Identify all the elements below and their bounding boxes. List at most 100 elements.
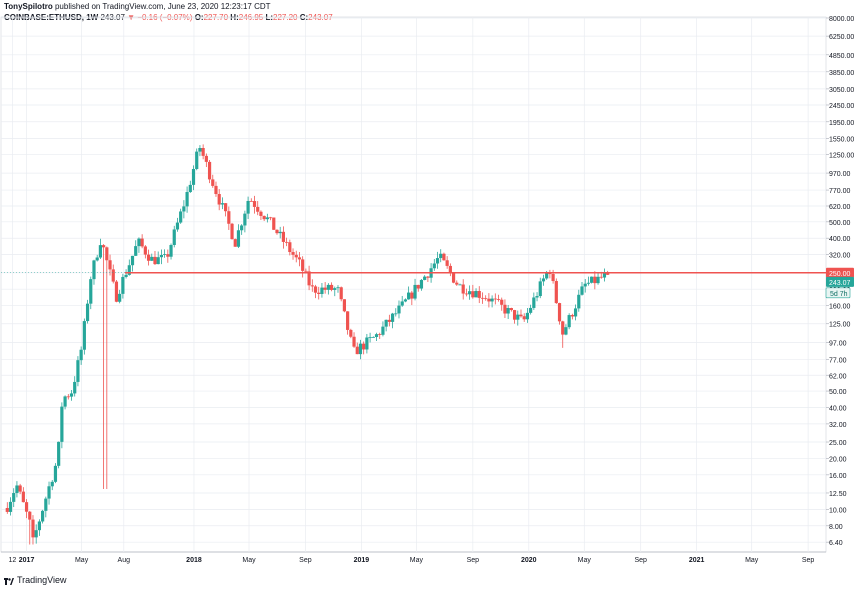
y-tick-label: 12.50 xyxy=(829,491,847,498)
candle-body xyxy=(384,319,388,327)
candle-body xyxy=(458,284,462,286)
footer-brand-label: TradingView xyxy=(17,575,67,585)
candle-body xyxy=(252,201,257,207)
candle-body xyxy=(477,290,481,298)
y-tick-label: 400.00 xyxy=(829,236,851,243)
y-tick-label: 10.00 xyxy=(829,507,847,514)
candle-body xyxy=(256,206,260,212)
author-name[interactable]: TonySpilotro xyxy=(4,2,53,11)
candle-body xyxy=(297,257,302,260)
candle-body xyxy=(419,279,424,289)
candle-body xyxy=(63,396,67,407)
footer-brand[interactable]: TradingView xyxy=(4,575,67,585)
candle-body xyxy=(397,305,401,314)
candle-body xyxy=(246,200,250,214)
candle-body xyxy=(153,256,157,265)
candle-body xyxy=(487,298,491,302)
candle-body xyxy=(12,493,16,502)
candle-body xyxy=(304,270,308,272)
candle-body xyxy=(484,298,488,300)
candle-body xyxy=(554,281,558,304)
open-value: 227.70 xyxy=(203,13,229,22)
candle-body xyxy=(220,203,225,205)
candle-body xyxy=(182,206,186,212)
candle-body xyxy=(445,260,449,266)
x-tick-label: 2019 xyxy=(354,557,370,564)
candle-body xyxy=(207,161,212,180)
close-value: 243.07 xyxy=(308,13,333,22)
candle-body xyxy=(172,229,176,245)
candle-body xyxy=(73,381,77,394)
candle-body xyxy=(413,284,417,299)
level-price-tag xyxy=(826,267,854,278)
candle-body xyxy=(69,393,74,397)
candle-body xyxy=(352,336,356,347)
y-tick-label: 3850.00 xyxy=(829,70,854,77)
candle-body xyxy=(214,185,218,195)
candle-body xyxy=(34,530,38,538)
candle-body xyxy=(288,242,292,253)
candle-body xyxy=(281,231,286,242)
candle-body xyxy=(211,179,215,186)
candle-body xyxy=(240,225,244,231)
candle-body xyxy=(593,276,597,284)
candle-body xyxy=(166,254,170,257)
y-tick-label: 25.00 xyxy=(829,440,847,447)
candle-body xyxy=(532,297,536,308)
candle-body xyxy=(301,259,305,271)
candle-body xyxy=(461,284,465,294)
candle-body xyxy=(37,521,41,531)
x-tick-label: 2018 xyxy=(186,557,202,564)
candle-body xyxy=(423,276,427,280)
candle-body xyxy=(111,269,115,282)
candle-body xyxy=(118,293,122,302)
last-price-label: 243.07 xyxy=(829,280,851,287)
y-tick-label: 125.00 xyxy=(829,322,851,329)
y-tick-label: 77.00 xyxy=(829,357,847,364)
candle-body xyxy=(227,211,231,224)
candle-body xyxy=(471,291,475,298)
y-tick-label: 620.00 xyxy=(829,204,851,211)
candle-body xyxy=(259,211,263,216)
candle-body xyxy=(606,272,610,275)
last-price-value: 243.07 xyxy=(100,13,125,22)
symbol-label[interactable]: COINBASE:ETHUSD, 1W xyxy=(4,13,99,22)
candle-body xyxy=(21,491,25,503)
candle-body xyxy=(371,337,375,338)
candle-body xyxy=(599,276,603,278)
candle-body xyxy=(583,283,587,287)
candle-body xyxy=(310,285,314,287)
x-tick-label: May xyxy=(745,557,759,564)
candle-body xyxy=(490,298,494,302)
level-price-label: 250.00 xyxy=(829,271,851,278)
candle-body xyxy=(493,298,497,300)
candle-body xyxy=(590,276,594,283)
candle-body xyxy=(381,326,385,335)
candle-body xyxy=(561,321,565,335)
candle-body xyxy=(185,192,189,207)
y-tick-label: 50.00 xyxy=(829,389,847,396)
candle-body xyxy=(102,245,106,248)
candle-body xyxy=(573,308,578,317)
y-tick-label: 62.00 xyxy=(829,373,847,380)
candle-body xyxy=(98,245,103,258)
candle-body xyxy=(15,485,19,494)
candle-body xyxy=(387,319,391,322)
candle-body xyxy=(355,346,359,355)
tradingview-logo-icon xyxy=(4,577,14,585)
candle-body xyxy=(233,239,237,247)
x-tick-label: Sep xyxy=(467,557,480,564)
candle-body xyxy=(201,148,205,156)
candle-body xyxy=(464,293,469,295)
candle-body xyxy=(602,272,607,278)
candle-body xyxy=(374,334,379,338)
close-label: C: xyxy=(299,13,309,22)
low-value: 227.20 xyxy=(273,13,298,22)
candle-body xyxy=(506,308,510,314)
candle-body xyxy=(557,303,562,322)
candle-body xyxy=(567,315,571,328)
candle-body xyxy=(378,334,382,335)
candle-body xyxy=(217,194,221,205)
y-tick-label: 1250.00 xyxy=(829,152,854,159)
